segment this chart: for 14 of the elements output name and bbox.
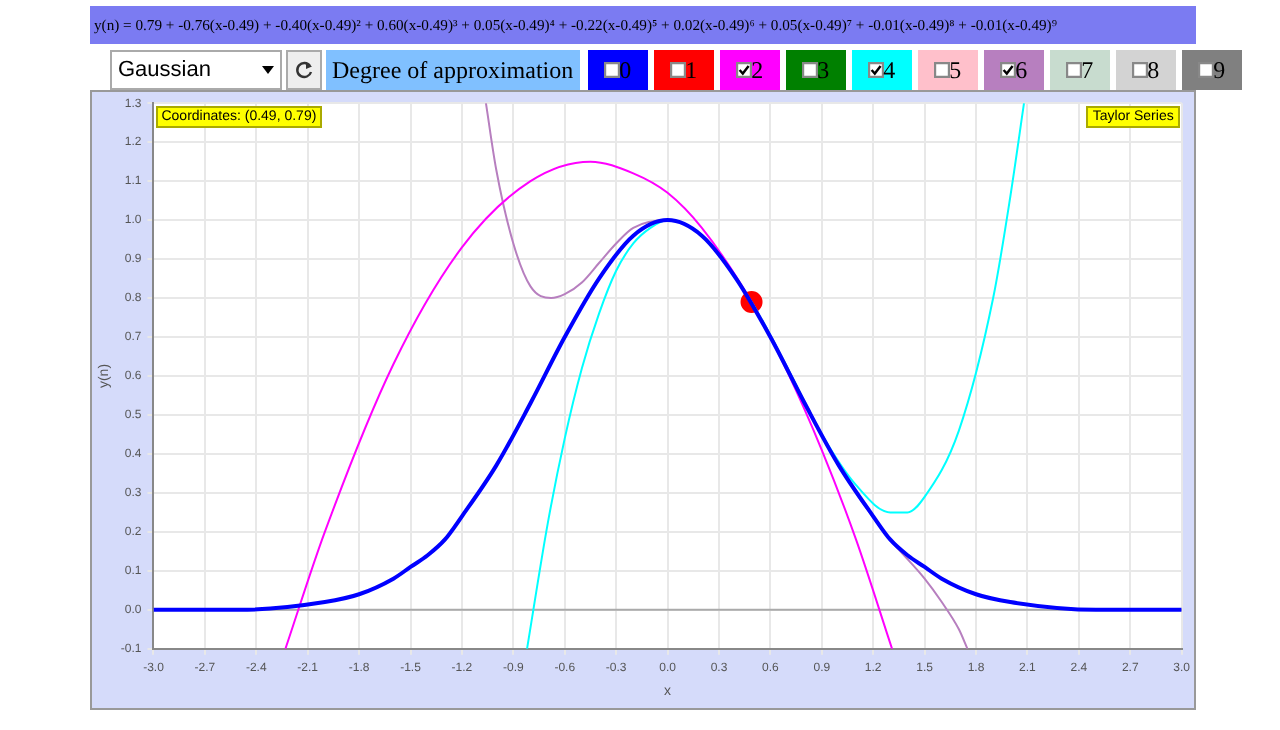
- text: 0: [619, 55, 632, 85]
- text: 4: [883, 55, 896, 85]
- text: 9: [1213, 55, 1226, 85]
- text: 3: [817, 55, 830, 85]
- text: 2: [751, 55, 764, 85]
- line-series: [284, 160, 894, 649]
- text: 8: [1147, 55, 1160, 85]
- text: 5: [949, 55, 962, 85]
- text: 7: [1081, 55, 1094, 85]
- text: 6: [1015, 55, 1028, 85]
- text: Gaussian: [118, 58, 211, 82]
- text: 1: [685, 55, 698, 85]
- text: Degree of approximation: [326, 50, 580, 90]
- line-series: [153, 218, 1182, 612]
